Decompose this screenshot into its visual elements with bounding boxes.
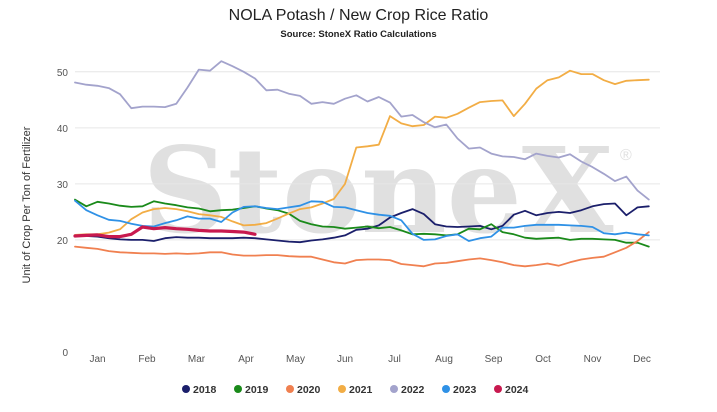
series-line-2021 [74, 69, 650, 236]
x-tick-mar: Mar [188, 354, 206, 365]
series-line-2018 [74, 202, 650, 244]
legend-marker-2019 [234, 385, 242, 393]
y-axis-label: Unit of Crop Per Ton of Fertilizer [21, 126, 33, 283]
legend-item-2023[interactable]: 2023 [442, 384, 477, 396]
x-tick-jan: Jan [89, 354, 105, 365]
legend[interactable]: 2018 2019 2020 2021 2022 2023 2024 [182, 384, 529, 396]
x-tick-apr: Apr [238, 354, 254, 365]
legend-label-2021: 2021 [349, 384, 373, 396]
x-tick-aug: Aug [435, 354, 453, 365]
series-lines [73, 60, 650, 268]
y-tick-label: 40 [57, 124, 69, 135]
legend-marker-2024 [494, 385, 502, 393]
stonex-watermark: StoneX ® [143, 121, 632, 260]
series-line-2023 [74, 199, 650, 242]
y-tick-label: 0 [62, 348, 68, 359]
legend-label-2022: 2022 [401, 384, 425, 396]
x-tick-nov: Nov [584, 354, 602, 365]
legend-label-2018: 2018 [193, 384, 217, 396]
legend-item-2020[interactable]: 2020 [286, 384, 321, 396]
x-tick-oct: Oct [535, 354, 551, 365]
gridlines [75, 71, 660, 241]
legend-label-2020: 2020 [297, 384, 321, 396]
y-tick-label: 30 [57, 180, 69, 191]
x-tick-may: May [286, 354, 305, 365]
y-tick-label: 50 [57, 68, 69, 79]
x-tick-jun: Jun [337, 354, 353, 365]
legend-marker-2020 [286, 385, 294, 393]
x-tick-feb: Feb [138, 354, 156, 365]
series-line-2020 [74, 231, 650, 268]
x-tick-sep: Sep [485, 354, 503, 365]
legend-item-2022[interactable]: 2022 [390, 384, 425, 396]
x-axis-ticks: Jan Feb Mar Apr May Jun Jul Aug Sep Oct Nov Dec [89, 354, 650, 365]
legend-item-2021[interactable]: 2021 [338, 384, 373, 396]
chart-title: NOLA Potash / New Crop Rice Ratio [228, 7, 489, 24]
legend-label-2019: 2019 [245, 384, 269, 396]
legend-marker-2023 [442, 385, 450, 393]
watermark-registered-mark: ® [620, 147, 632, 164]
legend-item-2018[interactable]: 2018 [182, 384, 217, 396]
series-line-2019 [74, 198, 650, 248]
series-line-2024 [73, 225, 257, 239]
x-tick-dec: Dec [633, 354, 651, 365]
legend-item-2019[interactable]: 2019 [234, 384, 269, 396]
series-line-2022 [74, 60, 650, 201]
legend-label-2023: 2023 [453, 384, 477, 396]
legend-item-2024[interactable]: 2024 [494, 384, 529, 396]
y-tick-label: 20 [57, 236, 69, 247]
legend-marker-2018 [182, 385, 190, 393]
chart-subtitle: Source: StoneX Ratio Calculations [280, 29, 437, 40]
legend-label-2024: 2024 [505, 384, 529, 396]
legend-marker-2021 [338, 385, 346, 393]
x-tick-jul: Jul [388, 354, 401, 365]
y-axis-ticks: 0 20 30 40 50 [57, 68, 69, 359]
legend-marker-2022 [390, 385, 398, 393]
